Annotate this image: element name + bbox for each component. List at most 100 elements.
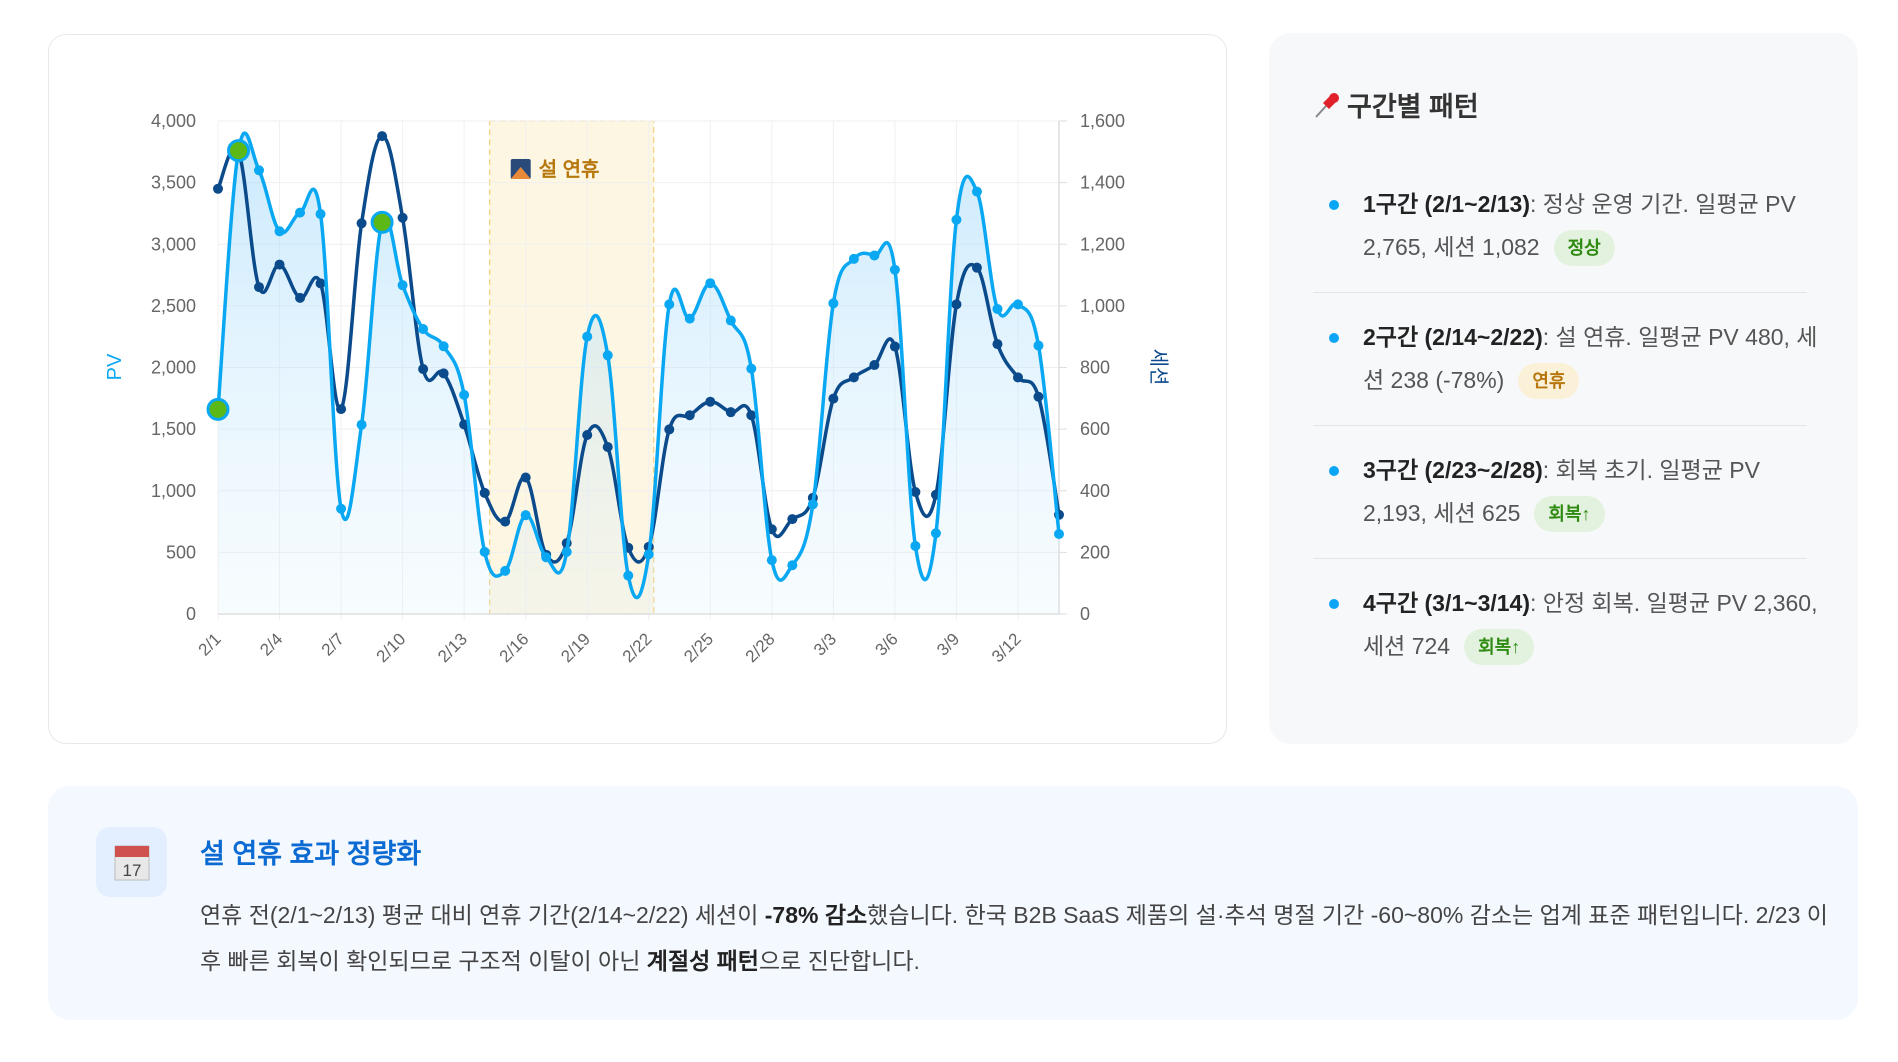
data-point <box>438 368 449 379</box>
y-tick-left: 1,500 <box>151 419 196 439</box>
data-point <box>1012 372 1023 383</box>
data-point <box>500 565 511 576</box>
insight-title: 설 연휴 효과 정량화 <box>200 839 422 869</box>
pushpin-icon <box>1315 92 1339 118</box>
y-tick-right: 1,200 <box>1080 234 1125 254</box>
x-tick: 2/13 <box>434 629 471 666</box>
data-point <box>315 209 326 220</box>
body-text: 연휴 전(2/1~2/13) 평균 대비 연휴 기간(2/14~2/22) 세션… <box>200 902 765 928</box>
data-point <box>869 360 880 371</box>
data-point <box>1033 391 1044 402</box>
data-point <box>459 389 470 400</box>
x-tick: 2/4 <box>256 629 286 659</box>
data-point <box>746 363 757 374</box>
data-point <box>643 549 654 560</box>
data-point <box>869 250 880 261</box>
status-badge: 정상 <box>1553 230 1615 266</box>
data-point <box>356 419 367 430</box>
data-point <box>418 364 429 375</box>
data-point <box>520 510 531 521</box>
sunrise-icon-mountain <box>510 167 531 179</box>
data-point <box>848 253 859 264</box>
y-tick-right: 1,000 <box>1080 296 1125 316</box>
item-text: : 회복 초기. 일평균 PV 2,193, 세션 625 <box>1363 457 1760 526</box>
y-tick-left: 3,000 <box>151 234 196 254</box>
y-tick-right: 800 <box>1080 358 1110 378</box>
data-point <box>848 372 859 383</box>
bullet-icon <box>1329 599 1339 609</box>
data-point <box>807 499 818 510</box>
data-point <box>500 516 511 527</box>
y-tick-left: 2,500 <box>151 296 196 316</box>
x-tick: 2/10 <box>373 629 410 666</box>
item-text: : 정상 운영 기간. 일평균 PV 2,765, 세션 1,082 <box>1363 191 1796 260</box>
divider <box>1313 292 1807 293</box>
y-label-right: 세션 <box>1147 349 1170 386</box>
y-tick-left: 500 <box>166 542 196 562</box>
data-point <box>684 313 695 324</box>
item-text: : 설 연휴. 일평균 PV 480, 세션 238 (-78%) <box>1363 324 1818 393</box>
data-point <box>479 546 490 557</box>
chart-card: 0 0 500 200 1,000 400 1,500 600 2,000 800 2,500 1,0… <box>48 34 1227 744</box>
pattern-item: 4구간 (3/1~3/14): 안정 회복. 일평균 PV 2,360, 세션 … <box>1313 582 1819 668</box>
data-point <box>623 570 634 581</box>
x-tick: 3/6 <box>872 629 902 659</box>
y-tick-left: 3,500 <box>151 173 196 193</box>
data-point <box>910 540 921 551</box>
bullet-icon <box>1329 200 1339 210</box>
data-point <box>479 487 490 498</box>
pattern-item: 3구간 (2/23~2/28): 회복 초기. 일평균 PV 2,193, 세션… <box>1313 449 1819 535</box>
data-point <box>336 404 347 415</box>
data-point <box>541 552 552 563</box>
y-tick-right: 1,600 <box>1080 111 1125 131</box>
panel-title: 구간별 패턴 <box>1313 85 1479 124</box>
data-point <box>910 486 921 497</box>
body-emphasis: 계절성 패턴 <box>646 948 759 974</box>
data-point <box>828 298 839 309</box>
item-heading: 3구간 (2/23~2/28) <box>1363 457 1543 483</box>
data-point <box>1054 529 1064 540</box>
data-point <box>971 186 982 197</box>
divider <box>1313 558 1807 559</box>
data-point <box>664 299 675 310</box>
x-tick: 2/22 <box>619 629 656 666</box>
data-point <box>992 303 1003 314</box>
highlight-point <box>227 139 251 163</box>
data-point <box>254 282 265 293</box>
highlight-point <box>206 397 230 421</box>
body-text: 했습니다. 한국 B2B SaaS 제품의 설·추석 명절 기간 -60~80%… <box>200 902 1828 974</box>
data-point <box>705 278 716 289</box>
data-point <box>520 472 531 483</box>
data-point <box>418 324 429 335</box>
data-point <box>438 341 449 352</box>
highlight-point <box>370 210 394 234</box>
data-point <box>315 278 326 289</box>
data-point <box>295 292 306 303</box>
data-point <box>602 350 613 361</box>
data-point <box>664 424 675 435</box>
y-tick-right: 0 <box>1080 604 1090 624</box>
insight-body: 연휴 전(2/1~2/13) 평균 대비 연휴 기간(2/14~2/22) 세션… <box>200 892 1840 984</box>
item-text: : 안정 회복. 일평균 PV 2,360, 세션 724 <box>1363 590 1818 659</box>
data-point <box>274 259 285 270</box>
data-point <box>971 262 982 273</box>
item-heading: 2구간 (2/14~2/22) <box>1363 324 1543 350</box>
series-line-PV <box>216 131 1061 600</box>
pv-area <box>218 133 1059 614</box>
data-point <box>889 341 900 352</box>
panel-title-text: 구간별 패턴 <box>1347 92 1479 122</box>
x-tick: 3/12 <box>988 629 1025 666</box>
calendar-icon-box: 17 <box>96 827 167 897</box>
y-tick-left: 4,000 <box>151 111 196 131</box>
pv-session-chart: 0 0 500 200 1,000 400 1,500 600 2,000 800 2,500 1,0… <box>104 111 1170 666</box>
data-point <box>725 407 736 418</box>
data-point <box>951 214 962 225</box>
data-point <box>336 503 347 514</box>
divider <box>1313 425 1807 426</box>
data-point <box>725 315 736 326</box>
y-tick-left: 0 <box>186 604 196 624</box>
holiday-label: 설 연휴 <box>539 158 600 181</box>
status-badge: 회복↑ <box>1464 629 1535 665</box>
item-heading: 1구간 (2/1~2/13) <box>1363 191 1530 217</box>
calendar-day: 17 <box>122 861 141 880</box>
